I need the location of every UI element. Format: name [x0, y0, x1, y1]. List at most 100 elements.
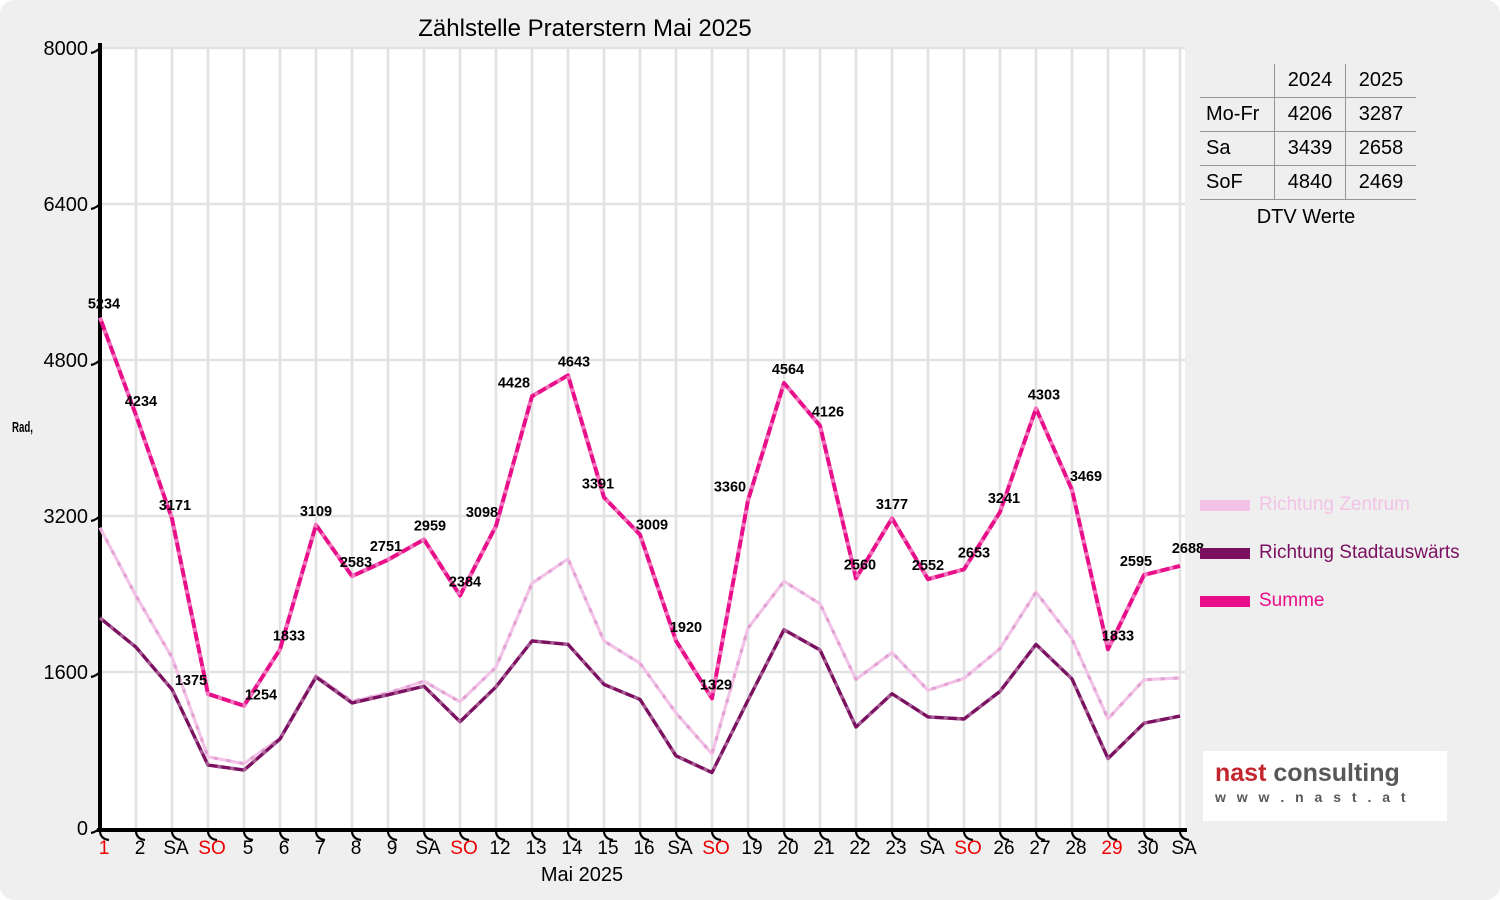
legend-swatch [1200, 499, 1250, 511]
x-tick-label: SA [1171, 838, 1197, 859]
dtv-table-row: Mo-Fr 4206 3287 [1200, 97, 1416, 132]
x-tick-label: SA [919, 838, 945, 859]
data-label: 4564 [772, 362, 804, 378]
x-tick-label: 5 [243, 838, 254, 859]
x-tick-label-holiday: SO [450, 838, 477, 859]
gridlines [100, 46, 1185, 828]
x-tick-label-holiday: SO [198, 838, 225, 859]
x-tick-label: 15 [597, 838, 618, 859]
logo-url: w w w . n a s t . a t [1215, 789, 1410, 805]
legend-item-richtung-zentrum: Richtung Zentrum [1200, 494, 1460, 516]
data-label: 2751 [370, 539, 402, 555]
x-axis-ticks: 1 2 SA SO 5 6 7 8 9 SA SO 12 13 14 15 16 SA SO 19 20 21 22 23 S… [99, 831, 1197, 859]
x-tick-label: 6 [279, 838, 290, 859]
y-tick-label: 8000 [44, 38, 89, 60]
data-label: 2552 [912, 558, 944, 574]
dtv-value: 2024 [1274, 64, 1346, 98]
data-label: 3391 [582, 476, 614, 492]
x-tick-label: 14 [561, 838, 583, 859]
y-axis-ticks: 0 1600 3200 4800 6400 8000 [44, 38, 101, 840]
dtv-table-row: Sa 3439 2658 [1200, 131, 1416, 166]
dtv-row-label [1200, 64, 1275, 98]
data-label: 1329 [700, 677, 732, 693]
x-tick-label-holiday: 1 [99, 838, 110, 859]
dtv-value: 4840 [1274, 165, 1346, 200]
data-label: 4428 [498, 375, 530, 391]
data-label: 3109 [300, 504, 332, 520]
x-tick-label: SA [163, 838, 189, 859]
legend-swatch [1200, 547, 1250, 559]
legend-label: Summe [1259, 590, 1325, 611]
dtv-value: 4206 [1274, 97, 1346, 132]
data-label: 4303 [1028, 387, 1060, 403]
dtv-table-row: SoF 4840 2469 [1200, 165, 1416, 200]
data-label: 5234 [88, 297, 120, 313]
logo-wordmark: nast consulting [1215, 760, 1447, 786]
x-tick-label: 22 [849, 838, 870, 859]
x-tick-label: 26 [993, 838, 1014, 859]
data-label: 3171 [159, 498, 191, 514]
dtv-row-label: Mo-Fr [1200, 97, 1275, 132]
x-tick-label: 13 [525, 838, 546, 859]
data-label: 2653 [958, 545, 990, 561]
dtv-row-label: SoF [1200, 165, 1275, 200]
data-label: 1375 [175, 673, 207, 689]
dtv-caption: DTV Werte [1256, 206, 1356, 228]
legend: Richtung Zentrum Richtung Stadtauswärts Su… [1200, 494, 1460, 638]
data-label: 3360 [714, 479, 746, 495]
x-tick-label: 8 [351, 838, 362, 859]
y-tick-label: 1600 [44, 662, 89, 684]
x-tick-label: 12 [489, 838, 510, 859]
y-tick-label: 6400 [44, 194, 89, 216]
x-tick-label: 19 [741, 838, 762, 859]
x-tick-label: 21 [813, 838, 834, 859]
data-label: 2595 [1120, 554, 1152, 570]
dtv-table-header-row: 2024 2025 [1200, 64, 1416, 98]
data-label: 4234 [125, 394, 157, 410]
logo-brand-suffix: consulting [1273, 759, 1400, 787]
x-axis-title: Mai 2025 [541, 864, 623, 886]
series-richtung-stadtausw-rts [98, 616, 1181, 775]
data-label: 3009 [636, 518, 668, 534]
chart-title: Zählstelle Praterstern Mai 2025 [418, 15, 752, 42]
y-tick-label: 0 [77, 818, 88, 840]
data-label: 2959 [414, 518, 446, 534]
legend-item-summe: Summe [1200, 590, 1460, 612]
dtv-value: 2469 [1358, 171, 1404, 193]
x-tick-label-holiday: SO [702, 838, 729, 859]
data-label: 3469 [1070, 469, 1102, 485]
x-tick-label: 23 [885, 838, 906, 859]
data-label: 2688 [1172, 541, 1204, 557]
legend-item-richtung-stadtausw-rts: Richtung Stadtauswärts [1200, 542, 1460, 564]
y-tick-label: 4800 [44, 350, 89, 372]
legend-swatch [1200, 595, 1250, 607]
y-tick-label: 3200 [44, 506, 89, 528]
nast-logo: nast consulting w w w . n a s t . a t [1203, 751, 1447, 821]
dtv-value: 2025 [1358, 69, 1404, 91]
legend-label: Richtung Zentrum [1259, 494, 1411, 515]
dtv-table: 2024 2025 Mo-Fr 4206 3287 Sa 3439 2658 SoF 4840 24… [1200, 64, 1416, 200]
x-tick-label: SA [415, 838, 441, 859]
logo-brand: nast [1215, 759, 1267, 787]
x-tick-label: 28 [1065, 838, 1086, 859]
dtv-value: 3439 [1274, 131, 1346, 166]
x-tick-label: 9 [387, 838, 398, 859]
data-label: 4126 [812, 405, 844, 421]
data-label: 2560 [844, 557, 876, 573]
data-label: 1833 [1102, 628, 1134, 644]
data-label: 3241 [988, 491, 1020, 507]
y-axis-label: Rad, [12, 419, 33, 436]
data-label: 4643 [558, 354, 590, 370]
data-label: 3098 [466, 505, 498, 521]
data-label: 1254 [245, 688, 277, 704]
x-tick-label: SA [667, 838, 693, 859]
x-tick-label: 20 [777, 838, 798, 859]
x-tick-label: 27 [1029, 838, 1050, 859]
data-label: 2583 [340, 555, 372, 571]
legend-label: Richtung Stadtauswärts [1259, 542, 1460, 563]
x-tick-label-holiday: SO [954, 838, 981, 859]
plot-area [100, 48, 1185, 830]
